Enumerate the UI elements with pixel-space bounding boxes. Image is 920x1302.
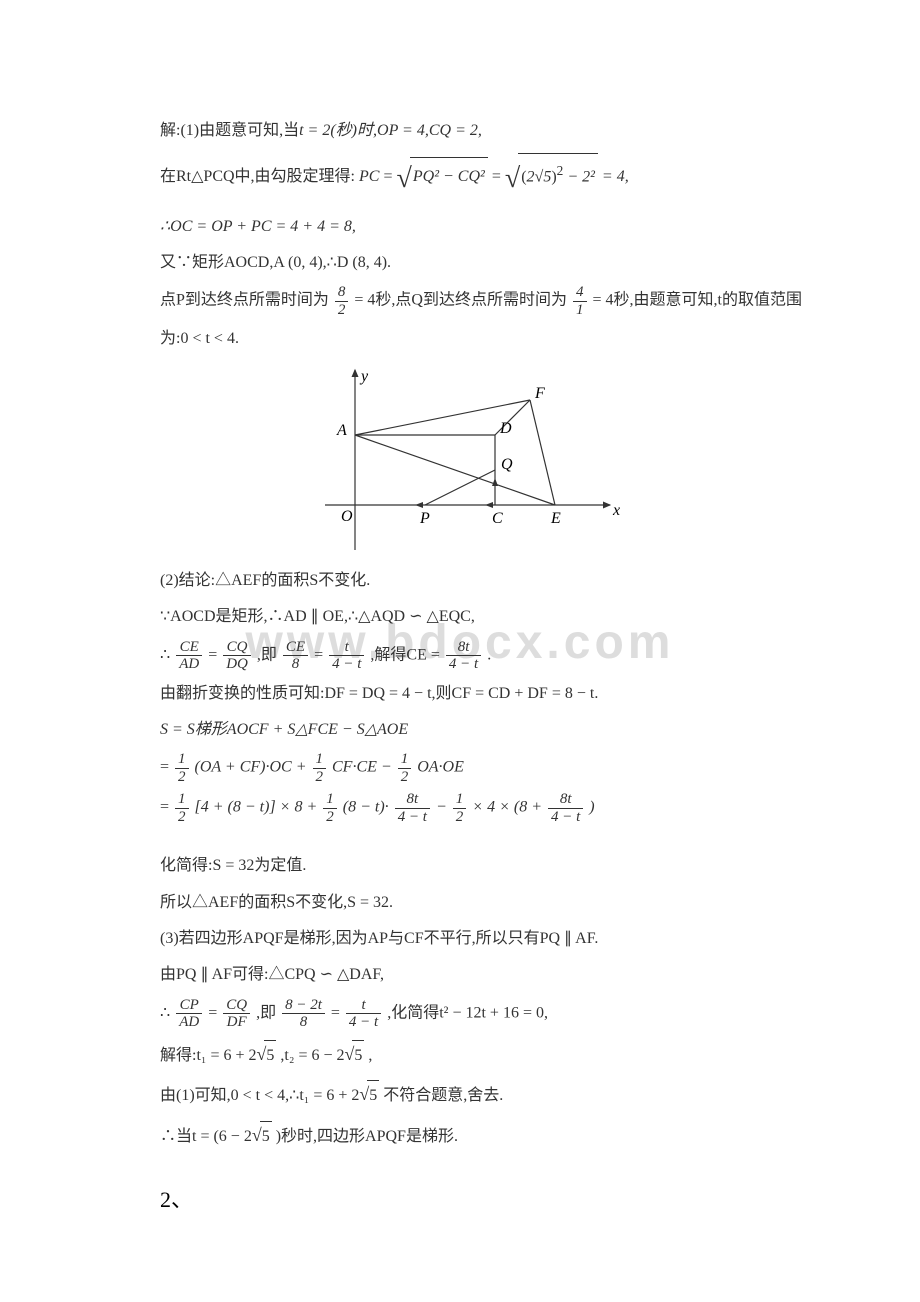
next-section-number: 2、 [160,1182,760,1214]
svg-text:F: F [534,385,545,402]
p3-line4: 由PQ ∥ AF可得:△CPQ ∽ △DAF, [160,960,760,990]
svg-text:A: A [336,422,347,439]
p2-line4: 由翻折变换的性质可知:DF = DQ = 4 − t,则CF = CD + DF… [160,679,760,709]
p3-line3: (3)若四边形APQF是梯形,因为AP与CF不平行,所以只有PQ ∥ AF. [160,924,760,954]
p3-line2: 所以△AEF的面积S不变化,S = 32. [160,888,760,918]
p2-line3: ∴ CEAD = CQDQ ,即 CE8 = t4 − t ,解得CE = 8t… [160,639,760,673]
p3-line1: 化简得:S = 32为定值. [160,851,760,881]
p1-line6: 为:0 < t < 4. [160,324,760,354]
svg-text:x: x [612,502,620,519]
p2-line6: = 12 (OA + CF)·OC + 12 CF·CE − 12 OA·OE [160,751,760,785]
p3-line8: ∴当t = (6 − 25 )秒时,四边形APQF是梯形. [160,1118,760,1152]
p2-line1: (2)结论:△AEF的面积S不变化. [160,566,760,596]
p2-line5: S = S梯形AOCF + S△FCE − S△AOE [160,715,760,745]
svg-text:C: C [492,510,503,527]
p3-line7: 由(1)可知,0 < t < 4,∴t₁ = 6 + 25 不符合题意,舍去. [160,1077,760,1111]
p3-line5: ∴ CPAD = CQDF ,即 8 − 2t8 = t4 − t ,化简得t²… [160,997,760,1031]
diagram-svg: y x O A D F Q C P E [295,365,625,555]
p1-line2: 在Rt△PCQ中,由勾股定理得: PC = PQ² − CQ² = (2√5)2… [160,152,760,205]
svg-text:y: y [359,368,369,385]
p1-line3: ∴OC = OP + PC = 4 + 4 = 8, [160,212,760,242]
svg-text:P: P [419,510,430,527]
svg-text:D: D [499,420,512,437]
p3-line6: 解得:t₁ = 6 + 25 ,t₂ = 6 − 25 , [160,1037,760,1071]
solution-body: 解:(1)由题意可知,当t = 2(秒)时,OP = 4,CQ = 2, 在Rt… [160,116,760,1214]
svg-text:Q: Q [501,456,513,473]
svg-text:O: O [341,508,353,525]
p1-line5: 点P到达终点所需时间为 82 = 4秒,点Q到达终点所需时间为 41 = 4秒,… [160,284,760,318]
p1-line4: 又∵矩形AOCD,A (0, 4),∴D (8, 4). [160,248,760,278]
p2-line7: = 12 [4 + (8 − t)] × 8 + 12 (8 − t)· 8t4… [160,791,760,825]
svg-text:E: E [550,510,561,527]
p1-line1: 解:(1)由题意可知,当t = 2(秒)时,OP = 4,CQ = 2, [160,116,760,146]
p2-line2: ∵AOCD是矩形,∴AD ∥ OE,∴△AQD ∽ △EQC, [160,602,760,632]
geometry-diagram: y x O A D F Q C P E [160,365,760,560]
